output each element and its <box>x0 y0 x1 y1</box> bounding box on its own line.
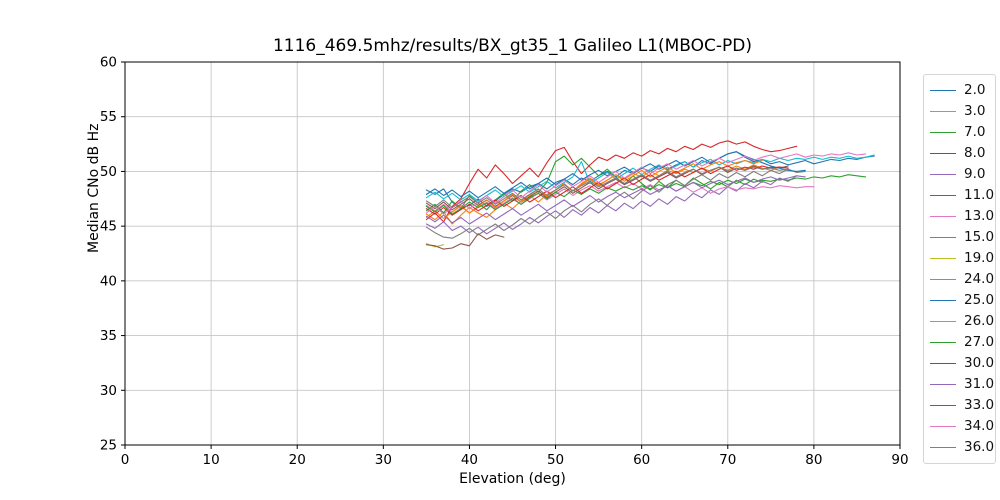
series-line-27.0 <box>425 174 867 215</box>
series-line-9.0 <box>425 175 798 235</box>
legend-box: 2.0 3.0 7.0 8.0 9.0 11.0 13.0 15.0 19.0 24.0 25.0 2… <box>923 74 996 464</box>
legend-line-swatch <box>930 216 956 217</box>
plot-border <box>124 61 901 446</box>
series-line-33.0 <box>425 233 505 250</box>
legend-label: 26.0 <box>964 313 995 329</box>
legend-line-swatch <box>930 300 956 301</box>
legend-label: 8.0 <box>964 145 986 161</box>
legend-line-swatch <box>930 447 956 448</box>
legend-label: 13.0 <box>964 208 995 224</box>
legend-item-8.0: 8.0 <box>930 143 995 164</box>
legend-line-swatch <box>930 174 956 175</box>
legend-item-9.0: 9.0 <box>930 164 995 185</box>
series-line-36.0 <box>425 166 789 209</box>
legend-item-25.0: 25.0 <box>930 290 995 311</box>
legend-label: 7.0 <box>964 124 986 140</box>
legend-item-36.0: 36.0 <box>930 437 995 458</box>
legend-label: 33.0 <box>964 397 995 413</box>
legend-line-swatch <box>930 153 956 154</box>
legend-line-swatch <box>930 363 956 364</box>
legend-item-7.0: 7.0 <box>930 122 995 143</box>
legend-line-swatch <box>930 321 956 322</box>
legend-item-19.0: 19.0 <box>930 248 995 269</box>
series-line-8.0 <box>425 140 798 223</box>
legend-label: 11.0 <box>964 187 995 203</box>
y-tick-label-25: 25 <box>100 438 117 454</box>
legend-line-swatch <box>930 90 956 91</box>
x-tick-label-50: 50 <box>547 452 564 468</box>
legend-line-swatch <box>930 195 956 196</box>
legend-label: 9.0 <box>964 166 986 182</box>
legend-line-swatch <box>930 405 956 406</box>
legend-line-swatch <box>930 111 956 112</box>
series-line-30.0 <box>425 165 789 216</box>
series-line-13.0 <box>425 181 815 214</box>
y-tick-label-50: 50 <box>100 164 117 180</box>
legend-label: 27.0 <box>964 334 995 350</box>
y-axis-label: Median CNo dB Hz <box>86 123 102 253</box>
legend-label: 25.0 <box>964 292 995 308</box>
legend-line-swatch <box>930 279 956 280</box>
x-tick-label-90: 90 <box>891 452 908 468</box>
x-tick-label-80: 80 <box>805 452 822 468</box>
y-tick-label-45: 45 <box>100 219 117 235</box>
x-tick-label-30: 30 <box>375 452 392 468</box>
legend-label: 15.0 <box>964 229 995 245</box>
series-line-15.0 <box>425 168 806 239</box>
y-tick-label-40: 40 <box>100 273 117 289</box>
legend-item-11.0: 11.0 <box>930 185 995 206</box>
legend-item-31.0: 31.0 <box>930 374 995 395</box>
x-tick-label-40: 40 <box>461 452 478 468</box>
x-axis-label: Elevation (deg) <box>459 471 566 487</box>
series-line-24.0 <box>425 154 875 202</box>
legend-label: 31.0 <box>964 376 995 392</box>
legend-label: 36.0 <box>964 439 995 455</box>
legend-line-swatch <box>930 342 956 343</box>
legend-line-swatch <box>930 132 956 133</box>
legend-item-2.0: 2.0 <box>930 80 995 101</box>
legend-item-13.0: 13.0 <box>930 206 995 227</box>
legend-item-34.0: 34.0 <box>930 416 995 437</box>
legend-item-24.0: 24.0 <box>930 269 995 290</box>
legend-label: 30.0 <box>964 355 995 371</box>
legend-line-swatch <box>930 258 956 259</box>
legend-item-26.0: 26.0 <box>930 311 995 332</box>
y-tick-label-35: 35 <box>100 328 117 344</box>
series-line-31.0 <box>425 175 806 225</box>
x-tick-label-20: 20 <box>289 452 306 468</box>
series-line-34.0 <box>425 152 867 215</box>
legend-label: 34.0 <box>964 418 995 434</box>
legend-label: 3.0 <box>964 103 986 119</box>
y-tick-label-60: 60 <box>100 55 117 71</box>
x-tick-label-0: 0 <box>121 452 130 468</box>
x-tick-label-60: 60 <box>633 452 650 468</box>
legend-label: 2.0 <box>964 82 986 98</box>
y-tick-label-30: 30 <box>100 383 117 399</box>
legend-item-3.0: 3.0 <box>930 101 995 122</box>
legend-line-swatch <box>930 426 956 427</box>
legend-line-swatch <box>930 384 956 385</box>
legend-label: 19.0 <box>964 250 995 266</box>
legend-item-15.0: 15.0 <box>930 227 995 248</box>
x-tick-label-70: 70 <box>719 452 736 468</box>
legend-label: 24.0 <box>964 271 995 287</box>
x-tick-label-10: 10 <box>203 452 220 468</box>
legend-item-33.0: 33.0 <box>930 395 995 416</box>
legend-item-27.0: 27.0 <box>930 332 995 353</box>
legend-line-swatch <box>930 237 956 238</box>
legend-item-30.0: 30.0 <box>930 353 995 374</box>
y-tick-label-55: 55 <box>100 109 117 125</box>
series-line-26.0 <box>425 159 763 220</box>
chart-title: 1116_469.5mhz/results/BX_gt35_1 Galileo … <box>272 36 753 56</box>
